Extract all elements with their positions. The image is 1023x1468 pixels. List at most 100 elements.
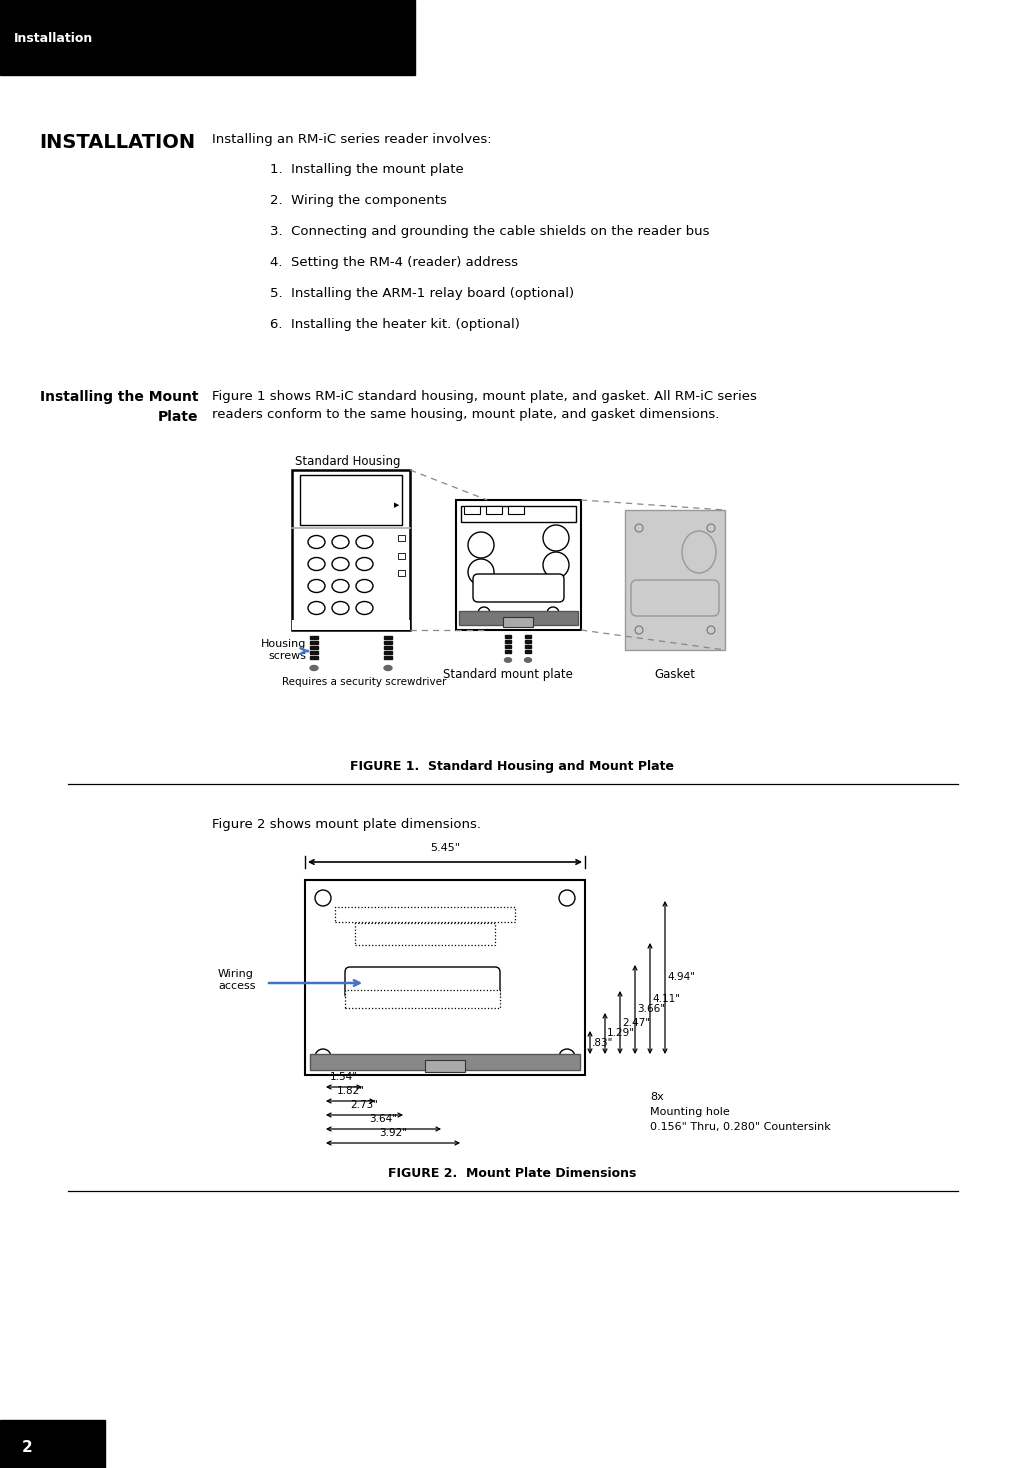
Ellipse shape bbox=[356, 558, 373, 571]
Bar bbox=[355, 923, 495, 945]
Ellipse shape bbox=[384, 665, 392, 671]
Bar bbox=[292, 619, 410, 630]
Circle shape bbox=[478, 606, 490, 619]
Bar bbox=[384, 646, 392, 649]
Text: 3.66": 3.66" bbox=[637, 1004, 665, 1014]
Ellipse shape bbox=[308, 602, 325, 615]
Text: Installing the Mount: Installing the Mount bbox=[40, 390, 198, 404]
Bar bbox=[486, 506, 502, 514]
Text: INSTALLATION: INSTALLATION bbox=[39, 134, 195, 153]
Bar bbox=[464, 506, 480, 514]
Circle shape bbox=[635, 625, 643, 634]
Bar bbox=[384, 636, 392, 639]
Bar bbox=[503, 617, 533, 627]
Text: readers conform to the same housing, mount plate, and gasket dimensions.: readers conform to the same housing, mou… bbox=[212, 408, 719, 421]
Bar bbox=[398, 534, 405, 542]
Bar bbox=[310, 642, 318, 644]
Bar bbox=[310, 1054, 580, 1070]
Circle shape bbox=[559, 1050, 575, 1064]
Bar bbox=[398, 553, 405, 559]
Text: 0.156" Thru, 0.280" Countersink: 0.156" Thru, 0.280" Countersink bbox=[650, 1122, 831, 1132]
Text: 5.45": 5.45" bbox=[430, 843, 460, 853]
Text: 2.73": 2.73" bbox=[351, 1100, 379, 1110]
Bar bbox=[0, 1420, 105, 1468]
Circle shape bbox=[315, 1050, 331, 1064]
Bar bbox=[0, 0, 415, 75]
Ellipse shape bbox=[332, 602, 349, 615]
Ellipse shape bbox=[356, 602, 373, 615]
Text: 2.47": 2.47" bbox=[622, 1017, 650, 1028]
Bar bbox=[625, 509, 725, 650]
Ellipse shape bbox=[308, 580, 325, 593]
Bar bbox=[505, 640, 512, 643]
Text: 6.  Installing the heater kit. (optional): 6. Installing the heater kit. (optional) bbox=[270, 319, 520, 330]
Text: Figure 1 shows RM-iC standard housing, mount plate, and gasket. All RM-iC series: Figure 1 shows RM-iC standard housing, m… bbox=[212, 390, 757, 404]
Bar bbox=[310, 650, 318, 655]
Circle shape bbox=[635, 524, 643, 531]
Text: 4.  Setting the RM-4 (reader) address: 4. Setting the RM-4 (reader) address bbox=[270, 255, 518, 269]
Ellipse shape bbox=[308, 558, 325, 571]
Text: 1.29": 1.29" bbox=[607, 1029, 635, 1038]
Bar bbox=[525, 636, 531, 639]
Ellipse shape bbox=[332, 580, 349, 593]
Text: 2.  Wiring the components: 2. Wiring the components bbox=[270, 194, 447, 207]
Bar bbox=[461, 506, 576, 523]
Text: 4.11": 4.11" bbox=[652, 994, 680, 1004]
Bar bbox=[305, 879, 585, 1075]
Text: .83": .83" bbox=[592, 1038, 614, 1048]
Text: Standard mount plate: Standard mount plate bbox=[443, 668, 573, 681]
Circle shape bbox=[547, 606, 559, 619]
Ellipse shape bbox=[525, 658, 532, 662]
FancyBboxPatch shape bbox=[345, 967, 500, 1000]
Text: FIGURE 2.  Mount Plate Dimensions: FIGURE 2. Mount Plate Dimensions bbox=[388, 1167, 636, 1180]
Bar bbox=[398, 570, 405, 575]
Ellipse shape bbox=[682, 531, 716, 573]
FancyBboxPatch shape bbox=[631, 580, 719, 617]
Text: FIGURE 1.  Standard Housing and Mount Plate: FIGURE 1. Standard Housing and Mount Pla… bbox=[350, 760, 674, 774]
Text: ▶: ▶ bbox=[394, 502, 399, 508]
Text: Wiring
access: Wiring access bbox=[218, 969, 256, 991]
Ellipse shape bbox=[310, 665, 318, 671]
Text: Installing an RM-iC series reader involves:: Installing an RM-iC series reader involv… bbox=[212, 134, 492, 145]
Text: 3.92": 3.92" bbox=[379, 1127, 407, 1138]
Bar bbox=[459, 611, 578, 625]
Text: Installation: Installation bbox=[14, 31, 93, 44]
Text: Housing
screws: Housing screws bbox=[261, 639, 306, 661]
Ellipse shape bbox=[504, 658, 512, 662]
Circle shape bbox=[707, 625, 715, 634]
Text: 1.82": 1.82" bbox=[337, 1086, 364, 1097]
Bar bbox=[505, 636, 512, 639]
Bar bbox=[525, 640, 531, 643]
Ellipse shape bbox=[332, 558, 349, 571]
Text: Figure 2 shows mount plate dimensions.: Figure 2 shows mount plate dimensions. bbox=[212, 818, 481, 831]
Bar bbox=[310, 636, 318, 639]
Ellipse shape bbox=[332, 536, 349, 549]
Text: 8x: 8x bbox=[650, 1092, 664, 1102]
Bar bbox=[425, 1060, 465, 1072]
Bar bbox=[310, 656, 318, 659]
Ellipse shape bbox=[356, 580, 373, 593]
Text: Standard Housing: Standard Housing bbox=[296, 455, 401, 468]
Text: 5.  Installing the ARM-1 relay board (optional): 5. Installing the ARM-1 relay board (opt… bbox=[270, 288, 574, 299]
Bar bbox=[310, 646, 318, 649]
Bar bbox=[525, 650, 531, 653]
Circle shape bbox=[543, 552, 569, 578]
Circle shape bbox=[543, 526, 569, 550]
Text: Plate: Plate bbox=[158, 410, 198, 424]
Bar bbox=[456, 501, 581, 630]
Bar bbox=[384, 650, 392, 655]
Text: 3.  Connecting and grounding the cable shields on the reader bus: 3. Connecting and grounding the cable sh… bbox=[270, 225, 710, 238]
Circle shape bbox=[468, 559, 494, 586]
Bar bbox=[335, 907, 515, 922]
Circle shape bbox=[315, 890, 331, 906]
Bar bbox=[384, 656, 392, 659]
Bar bbox=[300, 476, 402, 526]
Text: Gasket: Gasket bbox=[655, 668, 696, 681]
Circle shape bbox=[707, 524, 715, 531]
Circle shape bbox=[559, 890, 575, 906]
Text: 3.64": 3.64" bbox=[369, 1114, 398, 1124]
Text: Requires a security screwdriver: Requires a security screwdriver bbox=[282, 677, 446, 687]
Text: 1.  Installing the mount plate: 1. Installing the mount plate bbox=[270, 163, 463, 176]
Text: 1.54": 1.54" bbox=[330, 1072, 358, 1082]
Bar bbox=[345, 989, 500, 1009]
